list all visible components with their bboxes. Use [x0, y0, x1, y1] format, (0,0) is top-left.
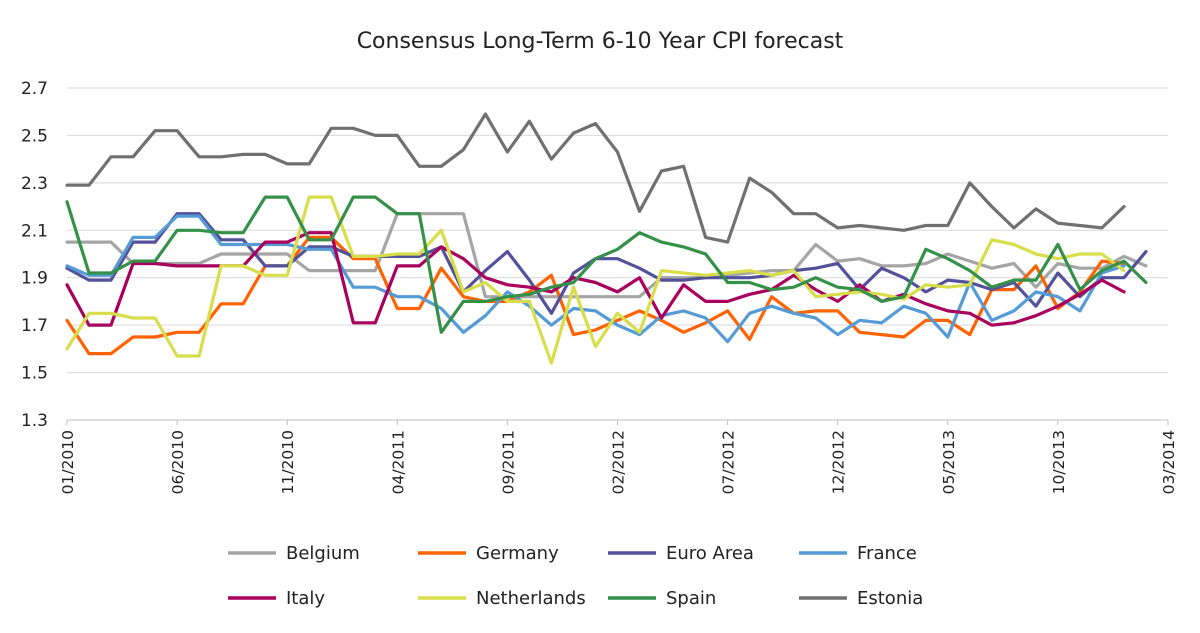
legend-label: Germany — [476, 543, 559, 564]
y-tick-label: 2.3 — [21, 174, 48, 194]
y-tick-label: 2.1 — [21, 221, 48, 241]
series-line-france — [65, 214, 1126, 344]
y-tick-label: 2.5 — [21, 126, 48, 146]
legend-label: France — [857, 543, 917, 564]
series-line-euro-area — [65, 212, 1148, 315]
legend-label: Spain — [666, 588, 716, 609]
y-tick-label: 1.3 — [21, 411, 48, 431]
gridlines — [67, 87, 1168, 374]
x-tick-label: 07/2012 — [720, 430, 738, 494]
chart-title: Consensus Long-Term 6-10 Year CPI foreca… — [357, 29, 844, 54]
series-line-belgium — [65, 212, 1148, 299]
series-lines — [65, 112, 1148, 365]
series-line-netherlands — [65, 195, 1126, 365]
x-tick-label: 03/2014 — [1160, 430, 1178, 494]
series-line-germany — [65, 235, 1126, 356]
series-line-spain — [65, 195, 1148, 334]
x-tick-label: 10/2013 — [1050, 430, 1068, 494]
legend-label: Belgium — [286, 543, 360, 564]
x-tick-label: 09/2011 — [499, 430, 517, 494]
x-tick-label: 02/2012 — [610, 430, 628, 494]
x-tick-label: 06/2010 — [169, 430, 187, 494]
legend-label: Netherlands — [476, 588, 586, 609]
legend-label: Italy — [286, 588, 325, 609]
x-tick-label: 05/2013 — [940, 430, 958, 494]
x-tick-label: 11/2010 — [279, 430, 297, 494]
y-tick-label: 1.5 — [21, 364, 48, 384]
x-tick-label: 04/2011 — [389, 430, 407, 494]
legend: Belgium Germany Euro Area France Italy Nether… — [228, 543, 923, 609]
y-axis-ticks: 1.3 1.5 1.7 1.9 2.1 2.3 2.5 2.7 — [21, 79, 48, 431]
series-line-estonia — [65, 112, 1126, 244]
legend-label: Euro Area — [666, 543, 754, 564]
x-tick-label: 12/2012 — [830, 430, 848, 494]
x-axis-ticks: 01/2010 06/2010 11/2010 04/2011 09/2011 02/20… — [59, 420, 1178, 494]
y-tick-label: 2.7 — [21, 79, 48, 99]
x-tick-label: 01/2010 — [59, 430, 77, 494]
y-tick-label: 1.9 — [21, 269, 48, 289]
legend-label: Estonia — [857, 588, 923, 609]
y-tick-label: 1.7 — [21, 316, 48, 336]
